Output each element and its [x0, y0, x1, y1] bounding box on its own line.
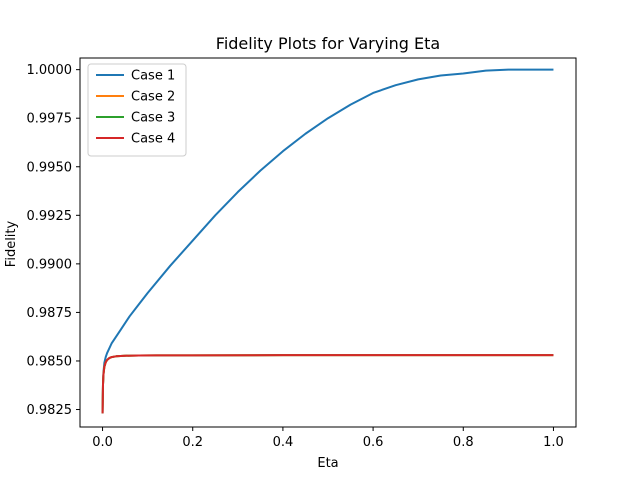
series-line-case-4 [101, 354, 554, 414]
plot-area: 0.0 0.2 0.4 0.6 0.8 1.0 0.9825 0.9850 0.9875 0.99… [27, 57, 577, 450]
y-tick-label: 0.9925 [27, 209, 73, 224]
x-tick-label: 0.8 [453, 435, 474, 450]
y-tick-label: 0.9975 [27, 112, 73, 127]
x-tick-label: 0.6 [363, 435, 384, 450]
legend-label-case-4: Case 4 [131, 132, 175, 147]
y-tick-label: 1.0000 [27, 63, 73, 78]
y-tick-label: 0.9825 [27, 403, 73, 418]
series-line-case-1 [101, 68, 554, 414]
y-tick-label: 0.9875 [27, 306, 73, 321]
series-group [101, 68, 554, 414]
chart-title: Fidelity Plots for Varying Eta [216, 34, 440, 53]
legend-label-case-2: Case 2 [131, 90, 175, 105]
y-tick-label: 0.9850 [27, 354, 73, 369]
x-tick-label: 1.0 [543, 435, 564, 450]
x-tick-label: 0.4 [273, 435, 294, 450]
legend: Case 1 Case 2 Case 3 Case 4 [87, 63, 187, 157]
y-tick-label: 0.9950 [27, 160, 73, 175]
legend-box [87, 63, 187, 157]
y-tick-label: 0.9900 [27, 257, 73, 272]
legend-label-case-1: Case 1 [131, 69, 175, 84]
axes-frame [79, 57, 577, 428]
y-axis-label: Fidelity [4, 220, 19, 267]
x-axis-label: Eta [317, 456, 338, 471]
x-tick-label: 0.2 [182, 435, 203, 450]
legend-label-case-3: Case 3 [131, 111, 175, 126]
x-tick-label: 0.0 [92, 435, 113, 450]
